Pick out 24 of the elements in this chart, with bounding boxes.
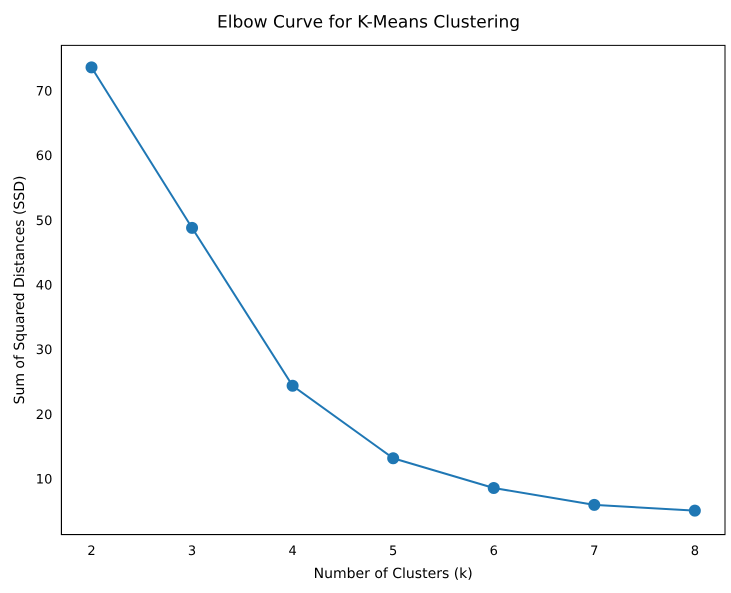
y-tick-label: 70	[36, 84, 52, 100]
point	[86, 61, 98, 74]
y-tick-label: 50	[36, 214, 52, 229]
y-tick-label: 10	[36, 472, 52, 488]
point	[588, 498, 600, 511]
point	[286, 380, 299, 392]
y-tick-label: 40	[36, 278, 52, 294]
x-axis-title: Number of Clusters (k)	[314, 566, 473, 582]
x-tick-label: 8	[690, 544, 699, 559]
point	[688, 504, 701, 517]
y-tick-label: 60	[36, 149, 52, 164]
chart-title: Elbow Curve for K-Means Clustering	[216, 12, 520, 33]
y-axis-title: Sum of Squared Distances (SSD)	[12, 176, 28, 404]
point	[488, 482, 500, 494]
point	[186, 222, 198, 234]
x-tick-label: 7	[590, 544, 598, 559]
y-tick-label: 30	[36, 343, 52, 358]
point	[387, 452, 400, 464]
x-tick-label: 5	[389, 544, 398, 559]
y-tick-label: 20	[36, 408, 52, 423]
x-tick-label: 3	[188, 544, 196, 559]
x-tick-label: 4	[288, 544, 297, 559]
x-tick-label: 2	[87, 544, 96, 559]
x-tick-label: 6	[490, 544, 498, 559]
